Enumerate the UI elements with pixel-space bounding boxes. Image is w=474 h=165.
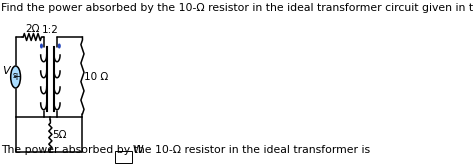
Text: The power absorbed by the 10-Ω resistor in the ideal transformer is: The power absorbed by the 10-Ω resistor … — [1, 145, 371, 155]
Text: W.: W. — [133, 145, 146, 155]
Circle shape — [41, 44, 42, 48]
Text: 10 Ω: 10 Ω — [84, 72, 108, 82]
Text: s: s — [13, 70, 17, 80]
FancyBboxPatch shape — [115, 151, 132, 163]
Text: Find the power absorbed by the 10-Ω resistor in the ideal transformer circuit gi: Find the power absorbed by the 10-Ω resi… — [1, 3, 474, 13]
Text: 2Ω: 2Ω — [25, 24, 39, 34]
Text: 5Ω: 5Ω — [52, 130, 67, 139]
Text: 1:2: 1:2 — [42, 25, 59, 35]
Text: V: V — [2, 66, 9, 76]
Circle shape — [11, 66, 20, 88]
Text: +: + — [11, 72, 19, 82]
Circle shape — [58, 44, 60, 48]
